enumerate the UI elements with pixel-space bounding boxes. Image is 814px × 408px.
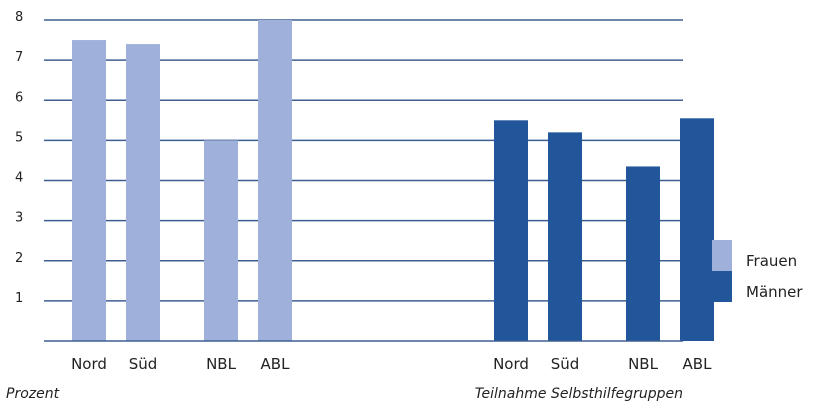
- bars: [72, 20, 714, 342]
- x-category-label: Süd: [129, 355, 158, 373]
- legend-swatch-maenner: [712, 271, 732, 302]
- y-tick-label: 5: [15, 130, 23, 145]
- bar-männer-abl: [680, 118, 714, 342]
- bar-frauen-abl: [258, 20, 292, 341]
- bar-männer-nord: [494, 120, 528, 341]
- y-tick-label: 7: [15, 50, 23, 65]
- x-category-label: ABL: [683, 355, 713, 373]
- legend: Frauen Männer: [712, 240, 803, 302]
- x-category-labels: Nord Süd NBL ABL Nord Süd NBL ABL: [71, 355, 712, 373]
- y-tick-label: 3: [15, 211, 23, 226]
- y-tick-label: 8: [15, 10, 23, 25]
- x-category-label: Nord: [71, 355, 107, 373]
- bar-frauen-nord: [72, 40, 106, 341]
- y-tick-label: 6: [15, 90, 23, 105]
- x-category-label: Süd: [551, 355, 580, 373]
- x-category-label: Nord: [493, 355, 529, 373]
- bar-männer-süd: [548, 132, 582, 341]
- y-tick-labels: 1 2 3 4 5 6 7 8: [15, 10, 23, 306]
- legend-swatch-frauen: [712, 240, 732, 271]
- y-tick-label: 1: [15, 291, 23, 306]
- x-category-label: ABL: [261, 355, 291, 373]
- legend-label-maenner: Männer: [746, 283, 803, 301]
- y-tick-label: 4: [15, 171, 23, 186]
- x-category-label: NBL: [628, 355, 659, 373]
- bar-frauen-nbl: [204, 140, 238, 341]
- bar-frauen-süd: [126, 44, 160, 341]
- y-axis-label: Prozent: [6, 386, 60, 402]
- y-tick-label: 2: [15, 251, 23, 266]
- bar-männer-nbl: [626, 166, 660, 341]
- x-category-label: NBL: [206, 355, 237, 373]
- legend-label-frauen: Frauen: [746, 252, 797, 270]
- x-axis-label: Teilnahme Selbsthilfegruppen: [475, 386, 683, 402]
